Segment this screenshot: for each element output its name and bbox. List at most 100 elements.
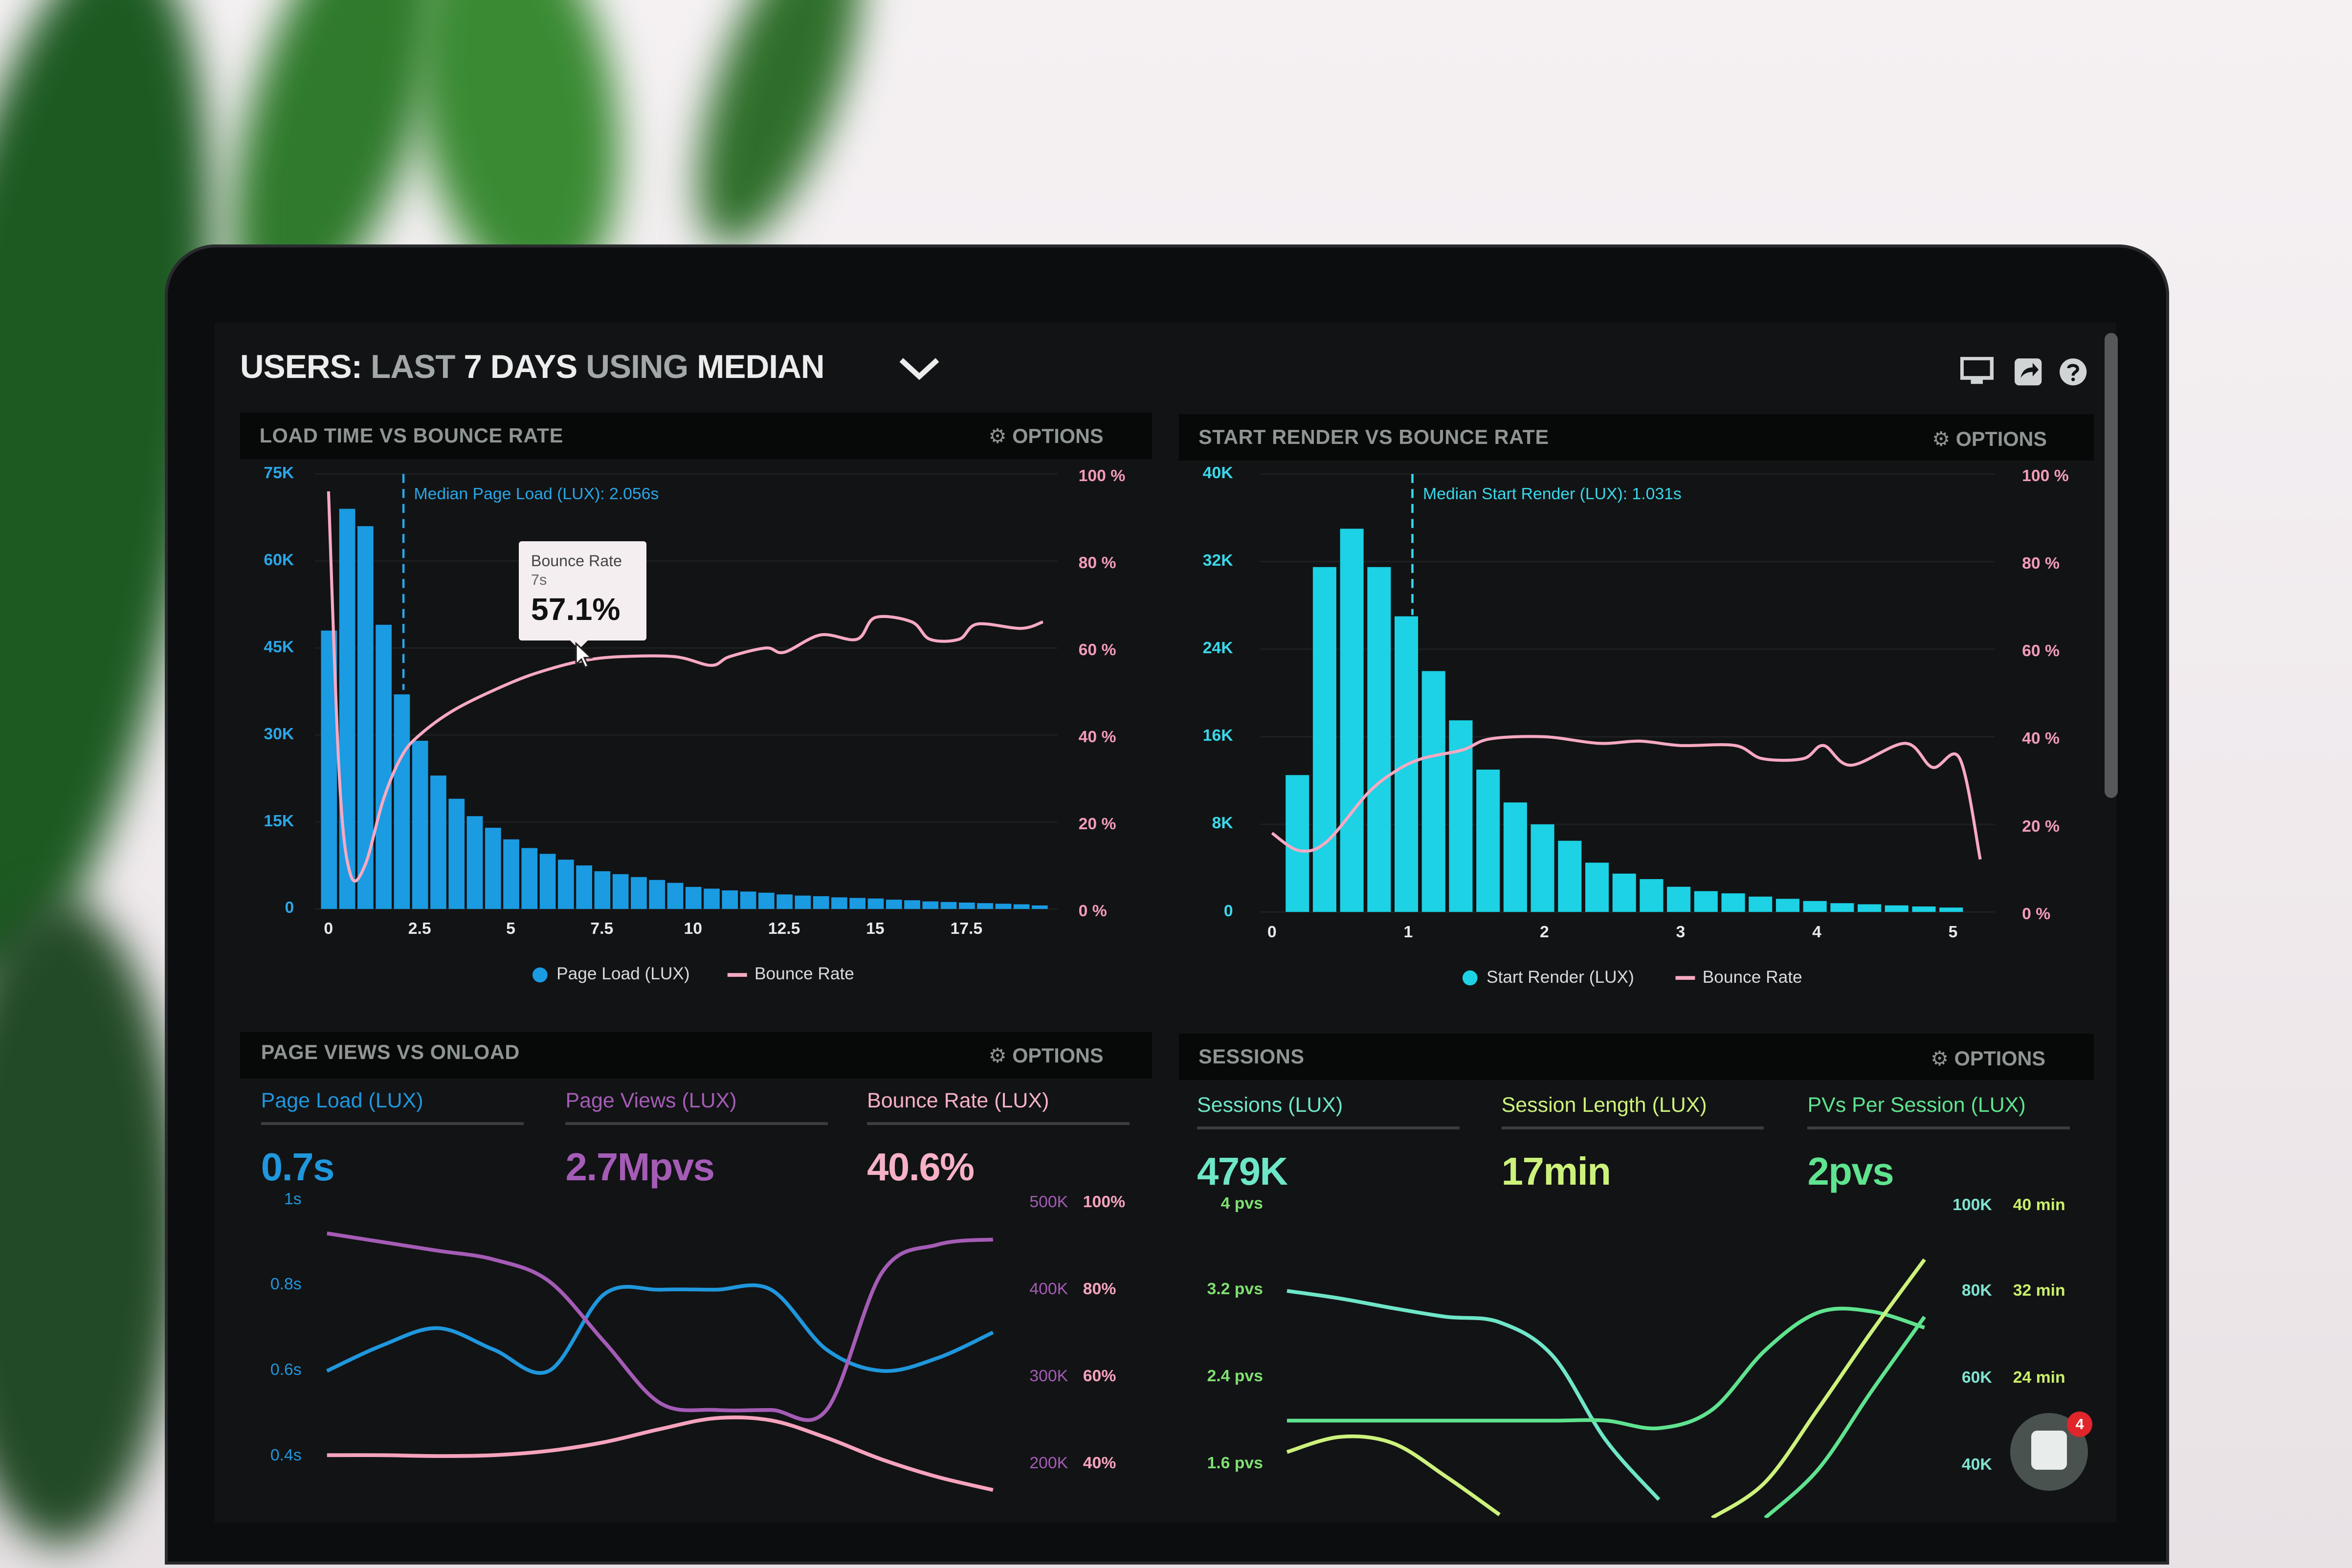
histogram-bar	[722, 890, 738, 909]
histogram-bar	[1694, 891, 1718, 912]
metric-divider	[867, 1122, 1130, 1125]
histogram-bar	[958, 902, 975, 909]
gear-icon: ⚙	[988, 1044, 1007, 1067]
title-part: LAST	[371, 348, 455, 385]
histogram-bar	[867, 898, 884, 909]
chat-button[interactable]	[2010, 1413, 2088, 1491]
histogram-bar	[1939, 907, 1963, 912]
metric-label: Session Length (LUX)	[1501, 1093, 1707, 1117]
options-button[interactable]: ⚙ OPTIONS	[989, 424, 1104, 448]
y-right-tick: 80 %	[2022, 554, 2060, 573]
histogram-bar	[813, 896, 829, 909]
histogram-bar	[995, 904, 1012, 909]
panel-header-sessions	[1179, 1033, 2094, 1080]
chat-icon	[2031, 1431, 2067, 1470]
histogram-bar	[448, 798, 465, 909]
histogram-bar	[1286, 775, 1309, 912]
share-icon[interactable]	[2013, 357, 2043, 387]
histogram-bar	[1885, 905, 1908, 912]
histogram-bar	[557, 860, 574, 909]
y-right-tick-sessions: 80K	[1961, 1281, 1992, 1300]
legend-marker	[1462, 970, 1478, 986]
metric-divider	[1501, 1126, 1764, 1129]
metric-label: PVs Per Session (LUX)	[1807, 1093, 2026, 1117]
x-tick: 17.5	[950, 919, 983, 938]
median-label: Median Start Render (LUX): 1.031s	[1422, 484, 1682, 503]
histogram-bar	[740, 891, 756, 909]
dashboard-title[interactable]: USERS: LAST 7 DAYS USING MEDIAN	[240, 348, 825, 386]
y-left-tick: 0	[1223, 901, 1233, 920]
panel-title: SESSIONS	[1198, 1045, 1305, 1068]
title-part: USERS:	[240, 348, 362, 385]
y-left-tick: 40K	[1202, 463, 1233, 482]
histogram-bar	[904, 900, 920, 909]
y-right-tick-bounce: 80%	[1083, 1279, 1116, 1298]
y-left-tick: 0.4s	[270, 1446, 302, 1465]
title-part: USING	[586, 348, 688, 385]
metric-divider	[565, 1122, 828, 1125]
notification-badge: 4	[2067, 1411, 2093, 1437]
histogram-bar	[704, 888, 720, 909]
series-line	[327, 1415, 994, 1492]
x-tick: 1	[1403, 922, 1413, 941]
histogram-bar	[1912, 906, 1936, 912]
tooltip-value: 57.1%	[531, 591, 621, 627]
histogram-bar	[940, 902, 957, 909]
panel-title: START RENDER VS BOUNCE RATE	[1198, 426, 1549, 449]
chevron-down-icon[interactable]	[897, 354, 945, 384]
y-left-tick: 0	[285, 898, 294, 917]
metric-label: Sessions (LUX)	[1197, 1093, 1343, 1117]
y-left-tick: 75K	[264, 463, 294, 482]
bounce-rate-line	[327, 491, 1043, 883]
x-tick: 7.5	[590, 919, 614, 938]
histogram-bar	[612, 874, 629, 909]
y-left-tick: 45K	[264, 637, 294, 656]
panel-title: PAGE VIEWS VS ONLOAD	[261, 1040, 520, 1063]
histogram-bar	[849, 898, 866, 909]
histogram-bar	[594, 871, 611, 909]
metric-value: 479K	[1197, 1149, 1288, 1193]
histogram-bar	[412, 741, 428, 909]
x-tick: 4	[1812, 922, 1821, 941]
histogram-bar	[576, 865, 592, 909]
histogram-bar	[831, 897, 847, 909]
y-right-tick-length: 40 min	[2013, 1195, 2065, 1214]
y-right-tick-length: 32 min	[2013, 1281, 2065, 1300]
y-right-tick: 80 %	[1078, 553, 1116, 572]
panel-header-load-time	[240, 412, 1152, 459]
mouse-cursor-icon	[575, 641, 593, 669]
histogram-bar	[1721, 893, 1745, 912]
x-tick: 5	[1948, 922, 1958, 941]
histogram-bar	[1531, 824, 1554, 912]
y-right-tick: 20 %	[1078, 814, 1116, 833]
series-line	[1711, 1258, 1926, 1518]
y-left-tick: 16K	[1202, 726, 1233, 745]
options-button[interactable]: ⚙ OPTIONS	[1932, 427, 2047, 451]
histogram-bar	[1476, 770, 1500, 912]
y-left-tick: 24K	[1202, 639, 1233, 658]
monitor-icon[interactable]	[1960, 357, 1994, 387]
histogram-bar	[466, 816, 483, 909]
x-tick: 0	[1267, 922, 1277, 941]
help-icon[interactable]	[2058, 357, 2088, 387]
y-left-tick: 60K	[264, 550, 294, 569]
options-label: OPTIONS	[1954, 1047, 2045, 1070]
y-left-tick: 3.2 pvs	[1207, 1279, 1263, 1298]
y-right-tick: 0 %	[1078, 901, 1107, 920]
options-button[interactable]: ⚙ OPTIONS	[989, 1044, 1104, 1067]
y-right-tick-bounce: 100%	[1083, 1192, 1126, 1211]
y-right-tick-views: 500K	[1029, 1192, 1068, 1211]
histogram-bar	[1640, 879, 1664, 912]
y-left-tick: 1s	[284, 1189, 302, 1208]
series-line	[1286, 1434, 1501, 1517]
options-button[interactable]: ⚙ OPTIONS	[1930, 1047, 2045, 1070]
scrollbar[interactable]	[2104, 333, 2118, 798]
legend-label: Bounce Rate	[754, 964, 854, 984]
y-right-tick: 60 %	[1078, 640, 1116, 659]
y-right-tick: 40 %	[1078, 727, 1116, 746]
metric-divider	[1197, 1126, 1460, 1129]
histogram-bar	[1340, 529, 1364, 912]
x-tick: 12.5	[768, 919, 800, 938]
histogram-bar	[1558, 840, 1582, 912]
histogram-bar	[1421, 671, 1445, 912]
